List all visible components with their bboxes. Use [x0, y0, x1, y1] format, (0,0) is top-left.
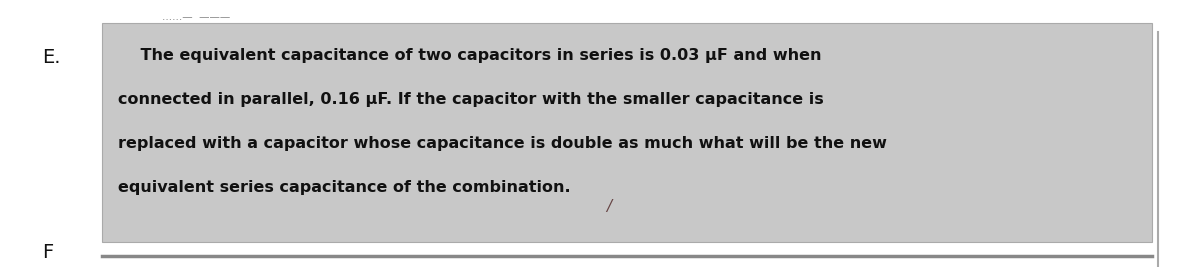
Text: F: F [42, 243, 53, 262]
FancyBboxPatch shape [102, 23, 1152, 242]
Text: ......—  ———: ......— ——— [162, 12, 230, 22]
Text: E.: E. [42, 48, 60, 67]
Text: equivalent series capacitance of the combination.: equivalent series capacitance of the com… [118, 180, 570, 195]
Text: replaced with a capacitor whose capacitance is double as much what will be the n: replaced with a capacitor whose capacita… [118, 136, 887, 151]
Text: connected in parallel, 0.16 μF. If the capacitor with the smaller capacitance is: connected in parallel, 0.16 μF. If the c… [118, 92, 823, 107]
Text: The equivalent capacitance of two capacitors in series is 0.03 μF and when: The equivalent capacitance of two capaci… [118, 48, 821, 63]
Text: /: / [606, 199, 611, 214]
